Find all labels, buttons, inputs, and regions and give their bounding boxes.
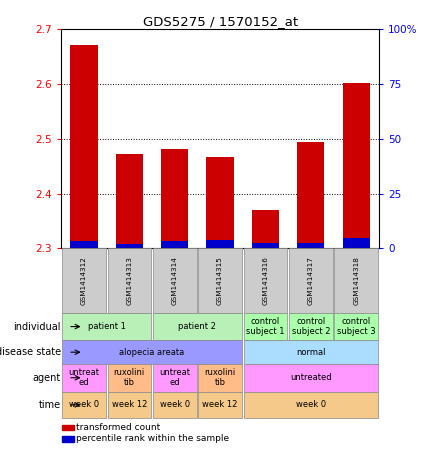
Bar bbox=[62, 340, 242, 364]
Bar bbox=[252, 210, 279, 248]
Bar bbox=[153, 391, 197, 418]
Text: untreat
ed: untreat ed bbox=[68, 368, 99, 387]
Text: week 12: week 12 bbox=[202, 400, 238, 410]
Text: ruxolini
tib: ruxolini tib bbox=[114, 368, 145, 387]
Bar bbox=[153, 313, 242, 340]
Bar bbox=[116, 244, 143, 248]
Bar bbox=[198, 391, 242, 418]
Text: GSM1414314: GSM1414314 bbox=[172, 256, 178, 305]
Bar bbox=[335, 248, 378, 313]
Text: GSM1414316: GSM1414316 bbox=[262, 256, 268, 305]
Bar bbox=[289, 313, 332, 340]
Bar bbox=[244, 391, 378, 418]
Text: untreated: untreated bbox=[290, 373, 332, 382]
Bar bbox=[62, 424, 74, 430]
Title: GDS5275 / 1570152_at: GDS5275 / 1570152_at bbox=[142, 15, 298, 28]
Text: control
subject 3: control subject 3 bbox=[337, 317, 375, 336]
Bar bbox=[206, 240, 234, 248]
Text: agent: agent bbox=[32, 373, 61, 383]
Text: ruxolini
tib: ruxolini tib bbox=[205, 368, 236, 387]
Bar bbox=[62, 364, 106, 391]
Bar bbox=[161, 149, 188, 248]
Text: transformed count: transformed count bbox=[76, 423, 161, 432]
Text: GSM1414317: GSM1414317 bbox=[308, 256, 314, 305]
Text: percentile rank within the sample: percentile rank within the sample bbox=[76, 434, 230, 443]
Bar bbox=[289, 248, 332, 313]
Bar bbox=[71, 241, 98, 248]
Text: GSM1414318: GSM1414318 bbox=[353, 256, 359, 305]
Bar bbox=[62, 391, 106, 418]
Bar bbox=[153, 248, 197, 313]
Text: alopecia areata: alopecia areata bbox=[120, 347, 185, 357]
Bar bbox=[108, 391, 151, 418]
Bar bbox=[153, 364, 197, 391]
Bar bbox=[62, 248, 106, 313]
Text: week 0: week 0 bbox=[160, 400, 190, 410]
Bar bbox=[62, 313, 151, 340]
Bar bbox=[244, 340, 378, 364]
Bar bbox=[161, 241, 188, 248]
Text: GSM1414312: GSM1414312 bbox=[81, 256, 87, 305]
Bar bbox=[244, 248, 287, 313]
Bar bbox=[62, 436, 74, 442]
Bar bbox=[335, 313, 378, 340]
Text: untreat
ed: untreat ed bbox=[159, 368, 190, 387]
Bar bbox=[108, 364, 151, 391]
Bar bbox=[343, 82, 370, 248]
Text: GSM1414313: GSM1414313 bbox=[127, 256, 132, 305]
Text: normal: normal bbox=[296, 347, 325, 357]
Bar bbox=[297, 243, 325, 248]
Bar bbox=[297, 142, 325, 248]
Text: control
subject 1: control subject 1 bbox=[246, 317, 285, 336]
Bar bbox=[71, 45, 98, 248]
Bar bbox=[206, 157, 234, 248]
Bar bbox=[244, 364, 378, 391]
Text: control
subject 2: control subject 2 bbox=[292, 317, 330, 336]
Bar bbox=[244, 313, 287, 340]
Bar bbox=[116, 154, 143, 248]
Text: disease state: disease state bbox=[0, 347, 61, 357]
Text: week 0: week 0 bbox=[69, 400, 99, 410]
Text: individual: individual bbox=[14, 322, 61, 332]
Text: patient 2: patient 2 bbox=[178, 322, 216, 331]
Text: week 0: week 0 bbox=[296, 400, 326, 410]
Bar bbox=[198, 248, 242, 313]
Text: GSM1414315: GSM1414315 bbox=[217, 256, 223, 305]
Bar bbox=[108, 248, 151, 313]
Text: time: time bbox=[39, 400, 61, 410]
Text: week 12: week 12 bbox=[112, 400, 147, 410]
Bar bbox=[343, 238, 370, 248]
Bar bbox=[198, 364, 242, 391]
Text: patient 1: patient 1 bbox=[88, 322, 126, 331]
Bar bbox=[252, 243, 279, 248]
